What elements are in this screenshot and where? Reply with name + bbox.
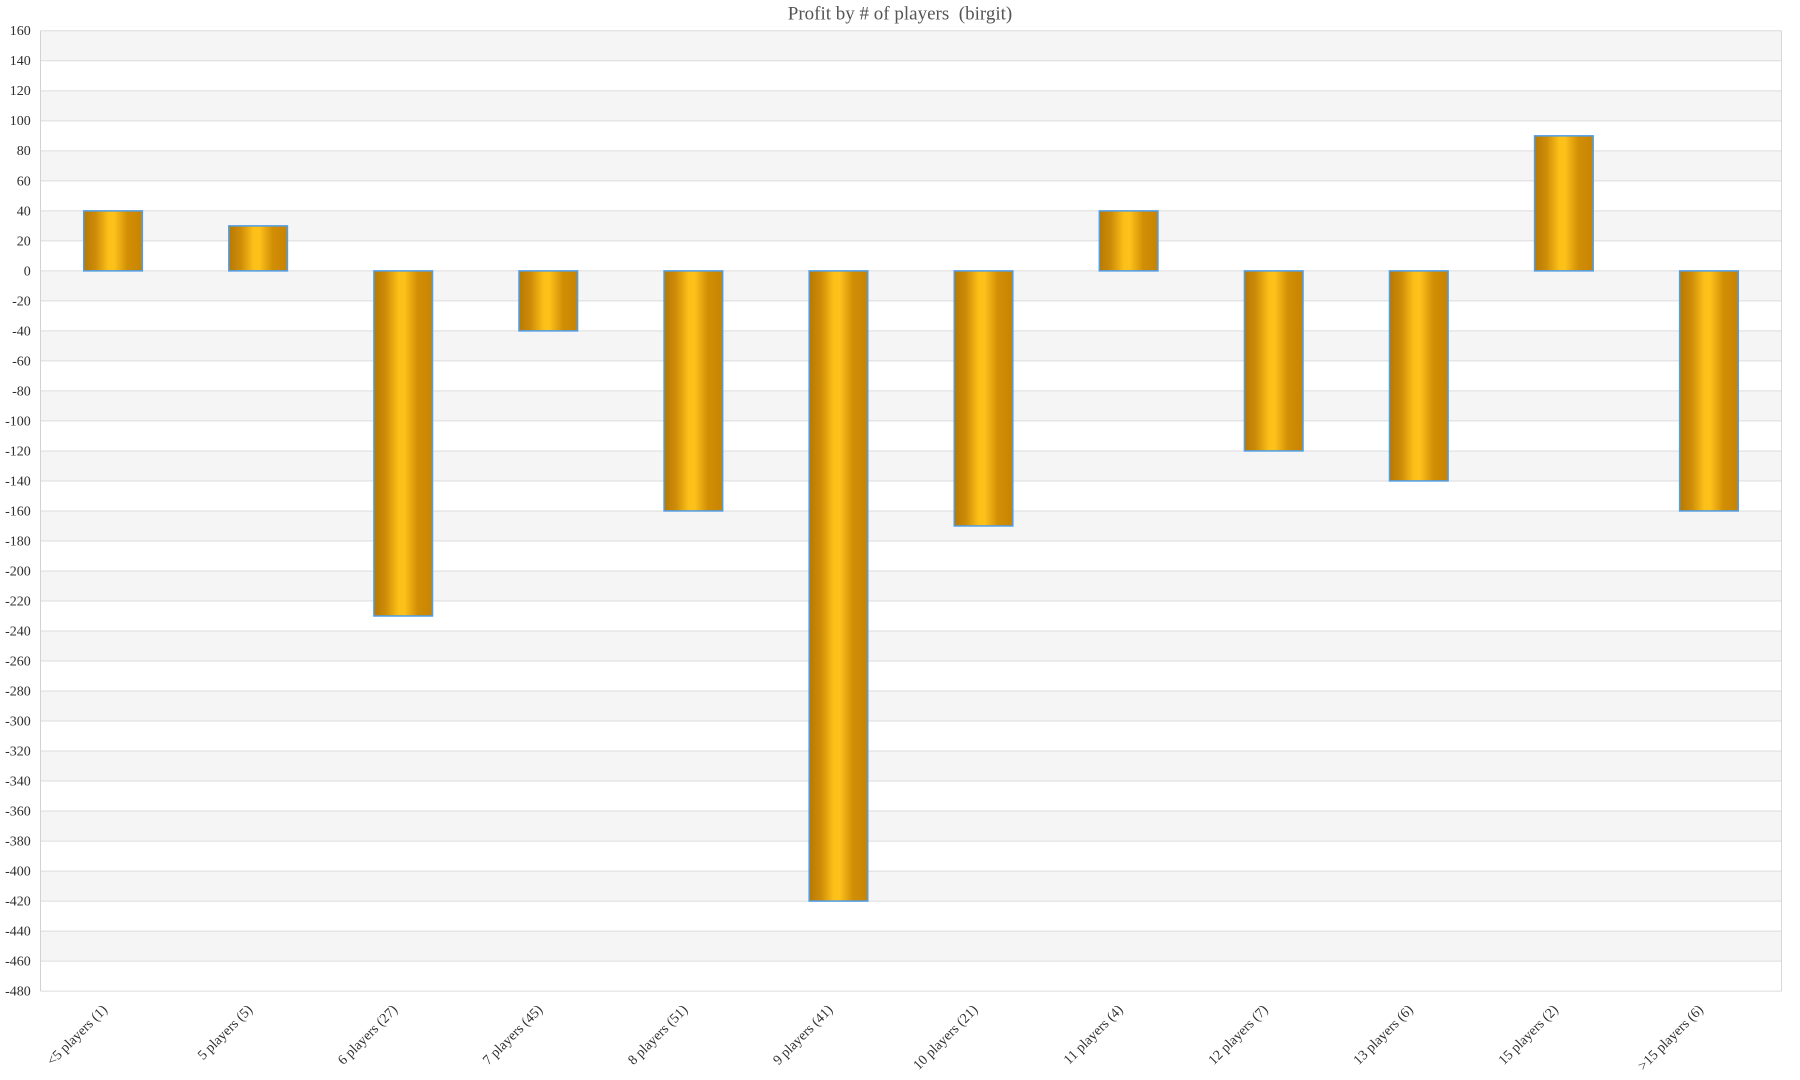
svg-text:-40: -40 [12,324,31,339]
svg-text:-100: -100 [5,414,31,429]
svg-text:120: 120 [10,84,31,99]
svg-text:-460: -460 [5,955,31,970]
svg-text:-280: -280 [5,684,31,699]
svg-text:-440: -440 [5,925,31,940]
svg-text:0: 0 [24,264,31,279]
svg-text:-140: -140 [5,474,31,489]
svg-text:-200: -200 [5,564,31,579]
svg-text:-220: -220 [5,594,31,609]
svg-text:-260: -260 [5,654,31,669]
svg-text:-60: -60 [12,354,31,369]
svg-text:60: 60 [17,174,31,189]
svg-text:-360: -360 [5,804,31,819]
svg-text:-340: -340 [5,774,31,789]
svg-text:-160: -160 [5,504,31,519]
svg-text:-420: -420 [5,894,31,909]
svg-text:140: 140 [10,54,31,69]
svg-text:-80: -80 [12,384,31,399]
svg-text:-180: -180 [5,534,31,549]
svg-text:100: 100 [10,114,31,129]
svg-text:40: 40 [17,204,31,219]
svg-text:-400: -400 [5,864,31,879]
svg-text:-320: -320 [5,744,31,759]
svg-text:-20: -20 [12,294,31,309]
svg-text:-120: -120 [5,444,31,459]
svg-text:Profit by # of players (birgi: Profit by # of players (birgit) [788,4,1012,25]
svg-text:80: 80 [17,144,31,159]
svg-text:-380: -380 [5,834,31,849]
svg-text:-240: -240 [5,624,31,639]
svg-text:160: 160 [10,24,31,39]
svg-text:20: 20 [17,234,31,249]
svg-text:-480: -480 [5,985,31,1000]
svg-text:-300: -300 [5,714,31,729]
